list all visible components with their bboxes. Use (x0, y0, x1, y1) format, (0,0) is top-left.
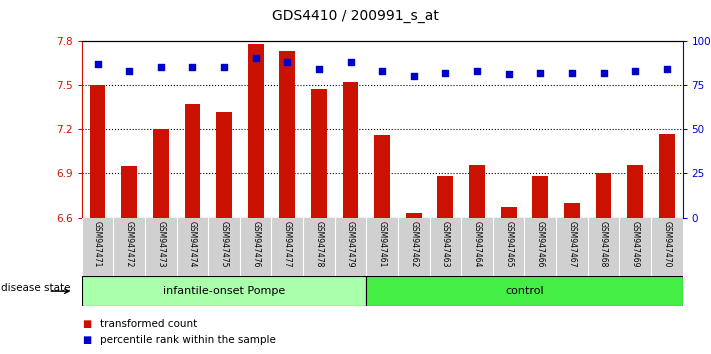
Bar (247, 44, 264, 218)
Text: GSM947462: GSM947462 (410, 221, 418, 267)
Point (629, 68, 641, 74)
Text: ■: ■ (82, 319, 91, 329)
Bar (659, 133, 675, 218)
Point (314, 66, 325, 72)
Point (345, 59, 356, 65)
Text: GSM947478: GSM947478 (314, 221, 324, 267)
Point (377, 68, 388, 74)
Text: GSM947475: GSM947475 (220, 221, 228, 267)
Point (155, 64, 166, 70)
Bar (596, 173, 611, 218)
Text: GSM947477: GSM947477 (283, 221, 292, 267)
Point (218, 64, 230, 70)
Point (535, 70, 546, 75)
Bar (122, 166, 137, 218)
Bar (533, 176, 548, 218)
Point (282, 59, 293, 65)
Bar (82, 276, 366, 306)
Text: GSM947467: GSM947467 (567, 221, 577, 267)
Text: GSM947461: GSM947461 (378, 221, 387, 267)
Point (187, 64, 198, 70)
Text: infantile-onset Pompe: infantile-onset Pompe (163, 286, 285, 296)
Point (566, 70, 577, 75)
Bar (90, 85, 105, 218)
Point (92, 61, 103, 67)
Bar (366, 276, 683, 306)
Bar (216, 112, 232, 218)
Text: GSM947476: GSM947476 (251, 221, 260, 267)
Text: disease state: disease state (1, 282, 71, 293)
Bar (564, 203, 579, 218)
Text: control: control (505, 286, 544, 296)
Bar (469, 165, 485, 218)
Bar (185, 104, 201, 218)
Point (598, 70, 609, 75)
Bar (501, 207, 517, 218)
Bar (627, 165, 643, 218)
Point (124, 68, 135, 74)
Bar (153, 129, 169, 218)
Point (250, 56, 262, 61)
Point (503, 72, 514, 77)
Text: GSM947470: GSM947470 (662, 221, 671, 267)
Text: ■: ■ (82, 335, 91, 345)
Text: transformed count: transformed count (100, 319, 197, 329)
Text: GSM947479: GSM947479 (346, 221, 355, 267)
Text: percentile rank within the sample: percentile rank within the sample (100, 335, 275, 345)
Text: GSM947468: GSM947468 (599, 221, 608, 267)
Text: GSM947472: GSM947472 (124, 221, 134, 267)
Point (439, 70, 451, 75)
Bar (406, 213, 422, 218)
Text: GSM947466: GSM947466 (536, 221, 545, 267)
Bar (437, 176, 454, 218)
Text: GSM947463: GSM947463 (441, 221, 450, 267)
Text: GSM947469: GSM947469 (631, 221, 640, 267)
Text: GSM947473: GSM947473 (156, 221, 166, 267)
Point (408, 73, 419, 79)
Text: GSM947464: GSM947464 (473, 221, 481, 267)
Point (471, 68, 483, 74)
Bar (311, 89, 327, 218)
Text: GSM947465: GSM947465 (504, 221, 513, 267)
Point (661, 66, 673, 72)
Text: GDS4410 / 200991_s_at: GDS4410 / 200991_s_at (272, 9, 439, 23)
Text: GSM947474: GSM947474 (188, 221, 197, 267)
Bar (279, 51, 295, 218)
Text: GSM947471: GSM947471 (93, 221, 102, 267)
Bar (343, 82, 358, 218)
Bar (374, 135, 390, 218)
